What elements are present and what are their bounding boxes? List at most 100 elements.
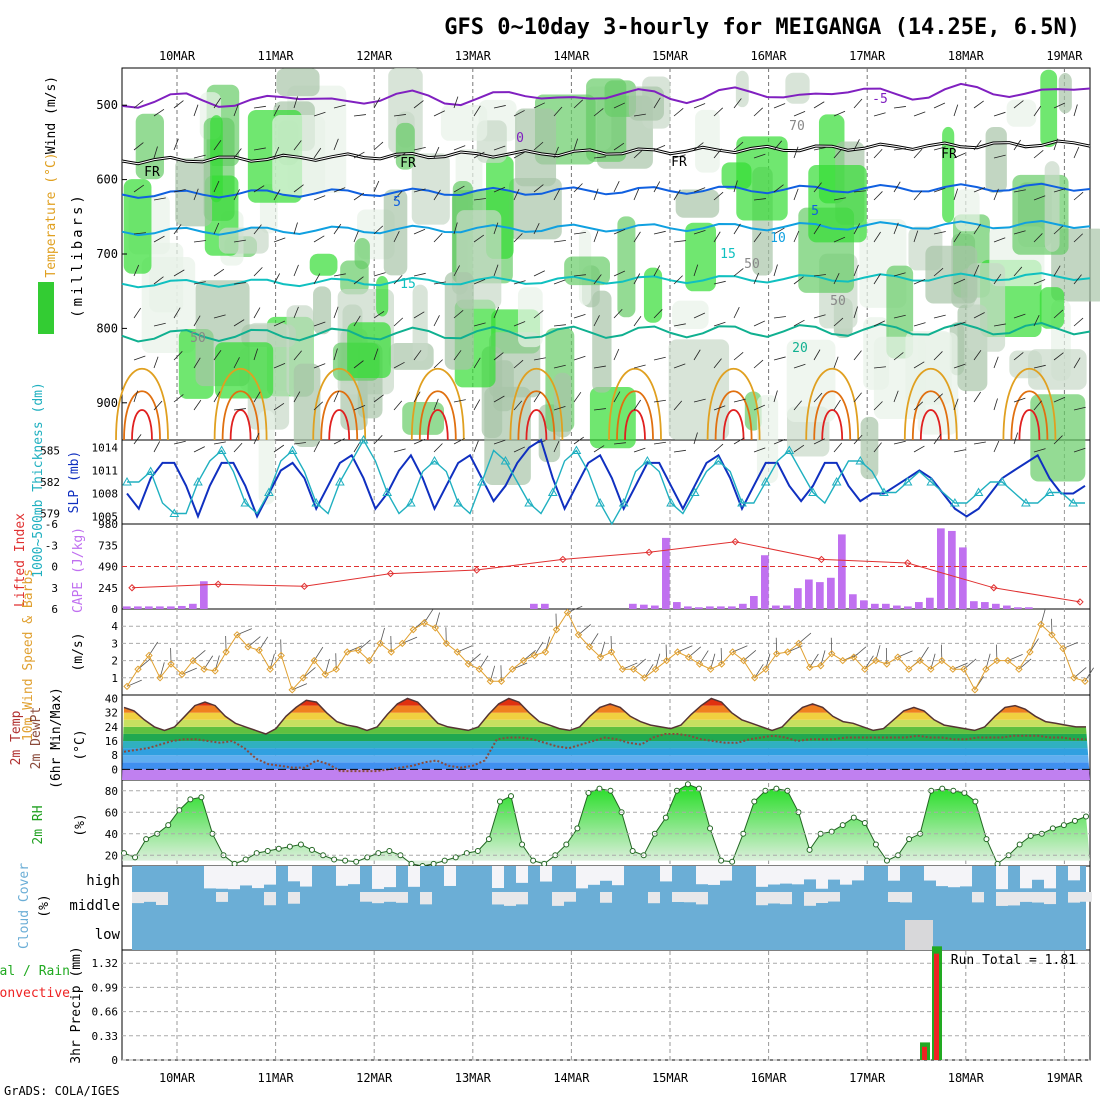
rh-2m-point: [972, 798, 979, 805]
wind-barb: [473, 198, 486, 201]
cloud-clear-high: [372, 866, 384, 889]
contour-label: 5: [811, 204, 819, 219]
rh-2m-area: [122, 784, 1090, 866]
wind-speed-point: [332, 665, 340, 673]
wind-barb: [673, 449, 686, 453]
wind-speed-point: [949, 665, 957, 673]
wind-barb: [193, 281, 206, 285]
thickness-point: [429, 455, 440, 465]
isotherm-warm-loop: [805, 367, 860, 441]
chart-title: GFS 0~10day 3-hourly for MEIGANGA (14.25…: [444, 15, 1080, 40]
rh-2m-point: [585, 789, 592, 796]
wind-barb: [1053, 188, 1066, 193]
wind-barb: [413, 146, 426, 151]
rh-shade: [942, 126, 955, 223]
wind-barb: [593, 274, 602, 285]
rh-2m-point: [629, 847, 636, 854]
temp-ytick: 40: [105, 693, 118, 706]
wind-speed-point: [145, 651, 153, 660]
thickness-point: [216, 445, 227, 454]
contour-label: FR: [400, 156, 416, 171]
thickness-point: [547, 487, 558, 496]
date-label-bottom: 11MAR: [258, 1071, 295, 1085]
wind-barb: [753, 320, 766, 327]
cape-label: CAPE (J/kg): [71, 527, 86, 613]
cloud-clear-mid: [288, 892, 300, 904]
temp-band: [122, 712, 1090, 720]
cloud-clear-high: [708, 866, 720, 885]
rh-2m-point: [308, 846, 315, 853]
wind-barb: [133, 390, 139, 403]
wind-barb: [313, 363, 326, 369]
temp-band: [122, 769, 1090, 780]
date-label-top: 17MAR: [849, 49, 886, 63]
temp-band: [122, 698, 1090, 699]
wind-speed-point: [783, 648, 792, 656]
wind-barb: [193, 357, 201, 369]
wind-barb: [473, 322, 486, 327]
cape-ytick: 980: [98, 518, 118, 531]
wind-barb: [133, 434, 142, 445]
date-label-top: 14MAR: [553, 49, 590, 63]
rh-2m-point: [983, 836, 990, 843]
thickness-point: [713, 455, 724, 465]
rh-2m-point: [806, 846, 813, 853]
wind-barb: [833, 317, 844, 327]
wind-barb: [853, 223, 861, 235]
wind-barb: [133, 355, 146, 361]
wind-barb: [633, 273, 641, 285]
cloud-clear-high: [756, 866, 768, 887]
cloud-clear-high: [924, 866, 936, 881]
wind-barb: [453, 222, 458, 235]
wind-barb: [513, 321, 526, 327]
wind-barb: [913, 361, 925, 369]
rh-2m-point: [751, 798, 758, 805]
contour-label: FR: [144, 165, 160, 180]
rh-shade: [402, 402, 445, 435]
cape-ytick: 490: [98, 561, 118, 574]
rh-2m-point: [906, 836, 913, 843]
wind-speed-line: [126, 611, 1086, 691]
wind-barb: [173, 138, 179, 151]
wind-barb: [713, 191, 724, 201]
wind-barb: [153, 441, 161, 453]
rh-ylabel: (%): [73, 813, 88, 836]
isotherm-warm-loop: [131, 409, 153, 441]
wind-barb: [333, 306, 339, 319]
date-label-bottom: 19MAR: [1046, 1071, 1083, 1085]
wind-barb: [673, 275, 683, 285]
wind-barb: [973, 312, 985, 319]
rh-2m-point: [839, 822, 846, 829]
wind-speed-point: [486, 677, 495, 685]
date-label-bottom: 16MAR: [751, 1071, 788, 1085]
cape-bar: [937, 528, 945, 609]
thickness-point: [902, 476, 913, 486]
cape-ytick: 735: [98, 539, 118, 552]
wind-barb: [913, 148, 923, 159]
cape-bar: [145, 606, 153, 609]
wind-barb: [273, 105, 280, 117]
contour-label: 50: [744, 257, 760, 272]
isotherm-warm-loop: [115, 367, 169, 441]
wind-barb: [293, 306, 299, 319]
isotherm--5: [121, 82, 1091, 109]
wind-barb: [393, 114, 406, 117]
wind-barb: [1013, 352, 1024, 361]
thickness-point: [926, 476, 937, 486]
thickness-point: [760, 476, 771, 486]
wind-barb: [233, 104, 239, 117]
thickness-point: [855, 455, 866, 465]
rh-2m-point: [187, 796, 194, 803]
wind-speed-point: [222, 648, 230, 656]
rh-shade: [517, 287, 543, 348]
wind-barb: [833, 356, 839, 369]
wind-barb: [253, 267, 263, 277]
wind-barb: [1013, 100, 1024, 109]
rh-shade: [592, 290, 612, 393]
cloud-clear-high: [696, 866, 708, 885]
wind-barb: [813, 392, 823, 403]
cloud-clear-mid: [360, 892, 372, 902]
cloud-clear-high: [720, 866, 732, 881]
li-ytick: 6: [51, 603, 58, 616]
wind-barb: [373, 311, 385, 319]
